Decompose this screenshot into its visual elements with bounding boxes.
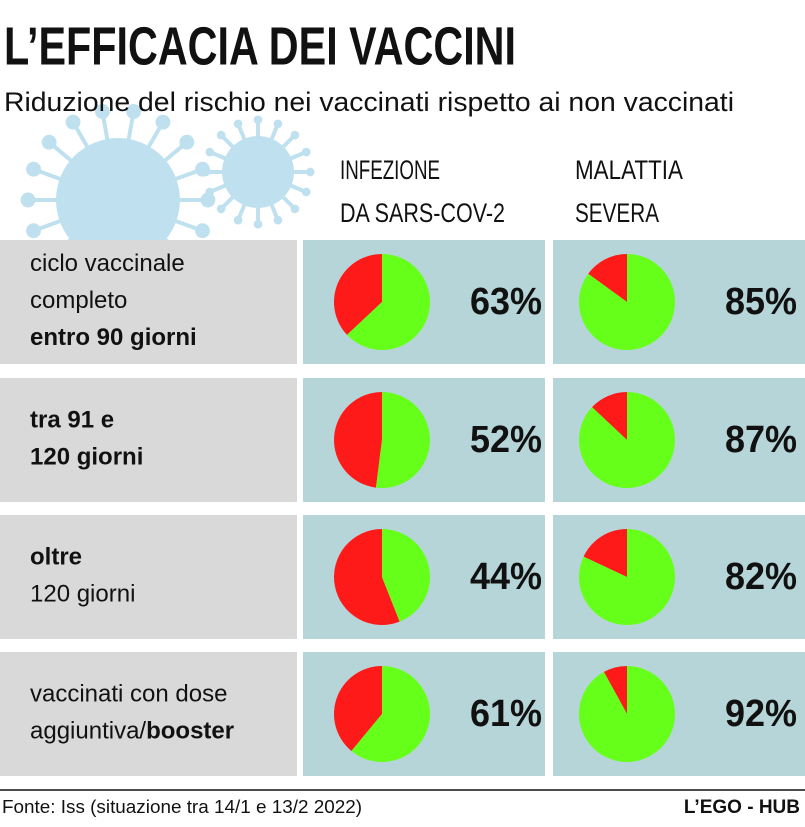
column-header: MALATTIA [575, 155, 683, 185]
value-label: 44% [470, 556, 542, 598]
pie-value [347, 254, 430, 351]
column-header: DA SARS-COV-2 [340, 198, 505, 228]
virus-spike-tip [301, 187, 311, 197]
value-label: 92% [725, 693, 797, 735]
virus-spike-tip [216, 204, 226, 214]
virus-spike-tip [273, 215, 283, 225]
virus-spike-tip [20, 192, 36, 208]
row-label: tra 91 e [30, 407, 114, 434]
virus-spike-tip [195, 223, 210, 239]
virus-spike-tip [94, 104, 110, 119]
pie-rest [583, 529, 627, 577]
row-label-part: oltre [30, 544, 82, 571]
virus-spike-tip [65, 114, 81, 130]
value-label: 87% [725, 419, 797, 461]
virus-spike-tip [200, 192, 216, 208]
virus-spike-tip [201, 167, 211, 177]
row-label: aggiuntiva/booster [30, 718, 234, 745]
pie-rest [333, 666, 382, 751]
column-header: INFEZIONE [340, 155, 440, 185]
pie-value [579, 392, 675, 489]
row-label-bg [0, 378, 297, 502]
row-label-part: vaccinati con dose [30, 681, 227, 708]
pie-rest [333, 529, 400, 625]
row-label-part: booster [146, 718, 234, 745]
virus-spike-tip [216, 130, 226, 140]
virus-spike-tip [233, 215, 243, 225]
row-label: completo [30, 287, 127, 314]
virus-spike-tip [253, 219, 263, 229]
virus-body [56, 138, 180, 262]
virus-spike-tip [205, 147, 215, 157]
virus-spike-tip [155, 114, 171, 130]
row-label-part: entro 90 giorni [30, 324, 197, 351]
row-label: ciclo vaccinale [30, 250, 185, 277]
row-label-bg [0, 515, 297, 639]
virus-spike-tip [290, 130, 300, 140]
virus-spike-tip [290, 204, 300, 214]
pie-value [382, 529, 430, 622]
row-label-part: 120 giorni [30, 581, 135, 608]
value-label: 61% [470, 693, 542, 735]
row-label-part: completo [30, 287, 127, 314]
row-label-part: ciclo vaccinale [30, 250, 185, 277]
virus-spike-tip [26, 161, 41, 177]
pie-value [579, 666, 675, 762]
pie-rest [334, 392, 382, 488]
virus-spike-tip [301, 147, 311, 157]
virus-spike-tip [273, 119, 283, 129]
virus-spike-tip [41, 134, 57, 150]
value-label: 52% [470, 419, 542, 461]
column-header: SEVERA [575, 198, 659, 228]
virus-spike-tip [305, 167, 315, 177]
chart-subtitle: Riduzione del rischio nei vaccinati risp… [4, 87, 734, 117]
virus-spike-tip [126, 104, 142, 119]
pie-value [375, 392, 431, 488]
value-label: 63% [470, 281, 542, 323]
virus-spike-tip [205, 187, 215, 197]
pie-rest [603, 666, 627, 714]
pie-value [579, 529, 675, 625]
virus-spike-tip [233, 119, 243, 129]
value-label: 82% [725, 556, 797, 598]
row-label-part: aggiuntiva/ [30, 718, 146, 745]
chart-title: L’EFFICACIA DEI VACCINI [4, 16, 516, 76]
virus-spike-tip [179, 134, 195, 150]
pie-value [351, 666, 430, 762]
pie-rest [333, 254, 382, 335]
value-label: 85% [725, 281, 797, 323]
row-label-part: tra 91 e [30, 407, 114, 434]
row-label: 120 giorni [30, 581, 135, 608]
virus-body [222, 136, 294, 208]
row-label: vaccinati con dose [30, 681, 227, 708]
row-label: entro 90 giorni [30, 324, 197, 351]
pie-value [579, 254, 675, 350]
row-label-bg [0, 652, 297, 776]
row-label-bg [0, 240, 297, 364]
pie-rest [592, 392, 627, 440]
source: Fonte: Iss (situazione tra 14/1 e 13/2 2… [2, 797, 362, 817]
credit: L’EGO - HUB [684, 797, 800, 818]
row-label: 120 giorni [30, 444, 143, 471]
row-label: oltre [30, 544, 82, 571]
virus-spike-tip [26, 223, 41, 239]
pie-rest [588, 254, 627, 302]
virus-spike-tip [253, 115, 263, 125]
row-label-part: 120 giorni [30, 444, 143, 471]
